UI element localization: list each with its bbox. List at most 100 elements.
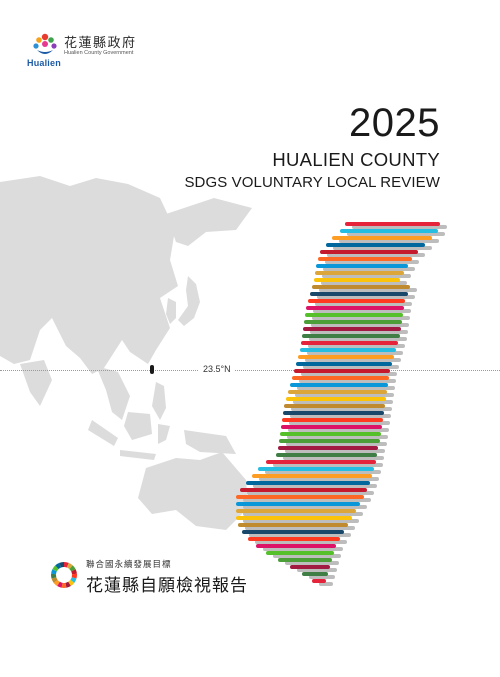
stripe-shadow (255, 540, 347, 544)
sdg-color-stripe (283, 411, 384, 415)
government-name-chinese: 花蓮縣政府 (64, 36, 137, 51)
sdg-wheel-segment (51, 573, 57, 579)
stripe-shadow (291, 407, 392, 411)
sulawesi-landmass (158, 424, 170, 444)
sdg-color-stripe (308, 299, 405, 303)
sdg-color-stripe (306, 306, 404, 310)
hualien-county-logo: Hualien 花蓮縣政府 Hualien County Government (26, 30, 156, 72)
sdg-color-stripe (315, 271, 404, 275)
sdg-color-stripe (236, 495, 364, 499)
sdg-wheel-segment (51, 577, 58, 583)
sdg-color-stripe (288, 390, 387, 394)
stripe-shadow (243, 505, 367, 509)
sdg-color-stripe (312, 285, 410, 289)
report-year: 2025 (349, 101, 440, 145)
sdg-color-stripe (278, 446, 378, 450)
stripe-shadow (289, 421, 390, 425)
flower-logo-icon (33, 33, 57, 54)
county-title: HUALIEN COUNTY (272, 149, 440, 170)
footer-title: 聯合國永續發展目標 花蓮縣自願檢視報告 (50, 554, 310, 604)
japan-landmass (178, 276, 200, 326)
new-guinea-landmass (184, 430, 236, 454)
stripe-shadow (301, 372, 397, 376)
sdg-wheel-icon (51, 562, 77, 588)
stripe-shadow (315, 302, 412, 306)
sdg-wheel-segment (57, 581, 63, 588)
sdg-color-stripe (292, 376, 389, 380)
india-landmass (20, 360, 52, 406)
sdg-color-stripe (326, 243, 425, 247)
sdg-color-stripe (305, 313, 403, 317)
australia-landmass (138, 452, 248, 530)
sdg-color-stripe (276, 453, 377, 457)
logo-wordmark: Hualien (27, 58, 61, 68)
sdg-color-stripe (303, 327, 401, 331)
sdg-color-stripe (258, 467, 374, 471)
stripe-shadow (297, 386, 395, 390)
world-map (0, 176, 252, 530)
stripe-shadow (285, 449, 385, 453)
stripe-shadow (305, 358, 401, 362)
sdg-color-stripe (332, 236, 432, 240)
stripe-shadow (327, 253, 425, 257)
sdg-color-stripe (296, 362, 392, 366)
sdg-color-stripe (304, 320, 402, 324)
sdg-wheel-segment (71, 573, 77, 579)
stripe-shadow (339, 239, 439, 243)
sdg-color-stripe (256, 544, 336, 548)
southeast-asia-landmass (96, 366, 130, 420)
stripe-shadow (310, 330, 408, 334)
sdg-color-stripe (248, 537, 340, 541)
stripe-shadow (273, 554, 341, 558)
sdg-color-stripe (280, 432, 381, 436)
stripe-shadow (243, 512, 363, 516)
asia-landmass (0, 176, 178, 374)
sdg-wheel-segment (70, 577, 77, 583)
sdg-color-stripe (266, 551, 334, 555)
sdg-wheel-segment (69, 565, 76, 572)
sdg-color-stripe (246, 481, 370, 485)
sdg-color-stripe (238, 523, 348, 527)
sdg-color-stripe (298, 355, 394, 359)
stripe-shadow (265, 470, 381, 474)
sdg-wheel-segment (59, 562, 64, 568)
stripe-shadow (297, 568, 337, 572)
sdg-color-stripe (302, 572, 328, 576)
java-landmass (120, 450, 156, 460)
sdg-color-stripe (236, 509, 356, 513)
stripe-shadow (309, 337, 407, 341)
stripe-shadow (290, 414, 391, 418)
sdg-wheel-segment (53, 579, 60, 587)
sdg-color-stripe (316, 264, 408, 268)
sdg-color-stripe (312, 579, 326, 583)
stripe-shadow (319, 288, 417, 292)
stripe-shadow (347, 232, 445, 236)
sdg-color-stripe (290, 565, 330, 569)
stripe-shadow (253, 484, 377, 488)
footer-title-chinese: 花蓮縣自願檢視報告 (86, 576, 248, 596)
sdg-color-stripe (314, 278, 400, 282)
sdg-color-stripe (236, 502, 360, 506)
sdg-color-stripe (340, 229, 438, 233)
sdg-wheel-segment (51, 569, 57, 575)
taiwan-marker (150, 365, 154, 374)
sdg-color-stripe (236, 516, 352, 520)
sdg-wheel-segment (65, 581, 71, 588)
stripe-shadow (259, 477, 379, 481)
stripe-shadow (322, 274, 411, 278)
stripe-shadow (286, 442, 387, 446)
sdg-color-stripe (279, 439, 380, 443)
stripe-shadow (288, 428, 389, 432)
stripe-shadow (317, 295, 415, 299)
stripe-shadow (323, 267, 415, 271)
sdg-color-stripe (310, 292, 408, 296)
sdg-color-stripe (300, 348, 396, 352)
stripe-shadow (245, 526, 355, 530)
stripe-shadow (309, 575, 335, 579)
stripe-shadow (319, 582, 333, 586)
sdg-color-stripe (266, 460, 376, 464)
sumatra-landmass (88, 420, 118, 446)
stripe-shadow (352, 225, 447, 229)
stripe-shadow (308, 344, 405, 348)
government-name-english: Hualien County Government (64, 50, 134, 56)
